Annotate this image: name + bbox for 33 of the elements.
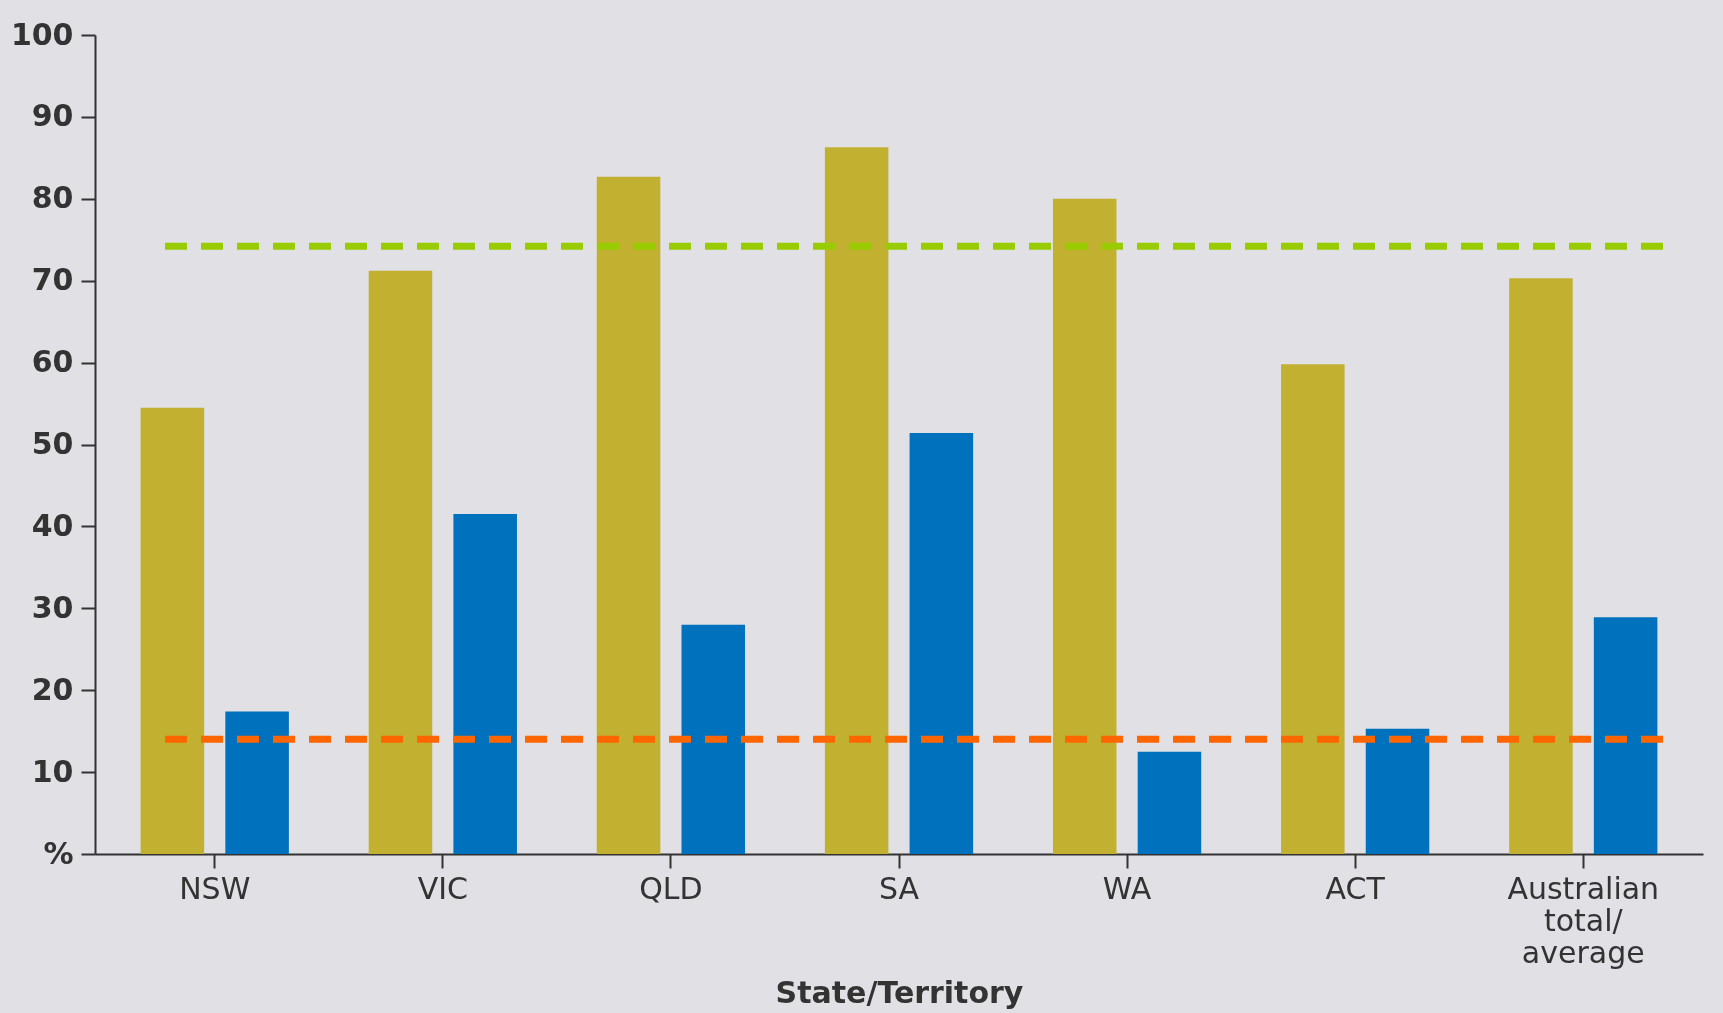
y-tick-label: 20: [31, 671, 74, 707]
x-tick-label: SA: [878, 870, 920, 906]
y-tick-label: 80: [31, 180, 74, 216]
bar: [1281, 364, 1345, 854]
bar: [1593, 617, 1658, 854]
x-tick-label: QLD: [639, 870, 703, 906]
bar: [368, 270, 433, 854]
x-axis-title: State/Territory: [775, 974, 1024, 1010]
y-tick-label: 90: [31, 98, 74, 134]
x-tick-label: Australian total/ average: [1507, 870, 1660, 970]
y-tick-label: 70: [31, 262, 74, 298]
bar: [824, 147, 889, 854]
bar: [1137, 751, 1202, 854]
bar: [225, 711, 289, 854]
bar: [1052, 198, 1117, 854]
bar: [909, 433, 974, 854]
y-tick-label: %: [43, 835, 74, 871]
x-tick-label: ACT: [1325, 870, 1386, 906]
y-tick-label: 60: [31, 344, 74, 380]
bar: [1365, 728, 1430, 854]
bar: [1509, 278, 1573, 854]
bar: [140, 407, 205, 854]
bar: [453, 514, 517, 854]
x-tick-label: NSW: [179, 870, 251, 906]
x-tick-label: VIC: [417, 870, 468, 906]
bar: [596, 176, 661, 854]
y-tick-label: 100: [10, 16, 74, 52]
bar: [681, 624, 746, 854]
y-tick-label: 50: [31, 426, 74, 461]
y-tick-label: 40: [31, 507, 74, 543]
x-tick-label: WA: [1102, 870, 1152, 906]
y-tick-label: 30: [31, 589, 74, 625]
y-tick-label: 10: [31, 753, 74, 789]
